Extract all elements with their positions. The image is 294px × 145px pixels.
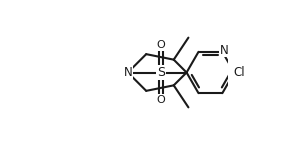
Text: O: O [156,95,165,105]
Text: N: N [220,44,228,57]
Text: S: S [157,66,165,79]
Text: N: N [123,66,132,79]
Text: Cl: Cl [234,66,245,79]
Text: O: O [156,40,165,50]
